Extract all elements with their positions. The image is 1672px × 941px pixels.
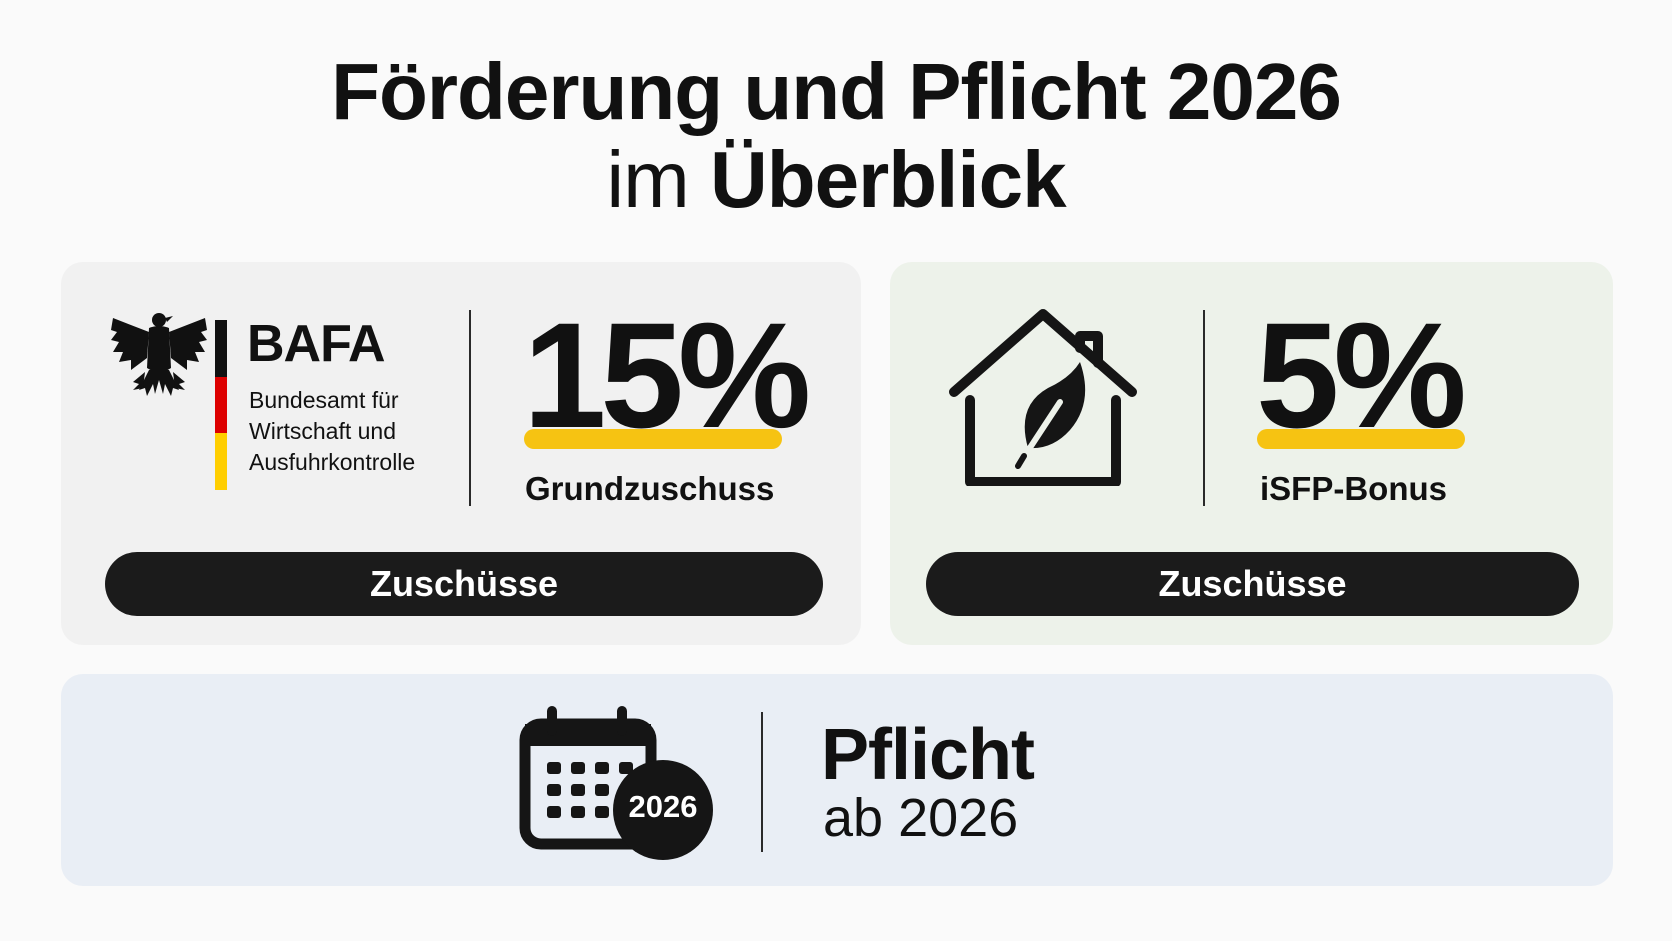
flag-gold-stripe: [215, 433, 227, 490]
bafa-subtitle-line: Ausfuhrkontrolle: [249, 449, 416, 475]
title-line-2-prefix: im: [606, 135, 689, 224]
pflicht-title: Pflicht: [821, 715, 1035, 795]
calendar-year-badge: 2026: [628, 789, 698, 824]
bafa-logo-name: BAFA: [247, 315, 386, 373]
title-line-2: im Überblick: [0, 140, 1672, 220]
isfp-zuschuesse-button[interactable]: Zuschüsse: [926, 552, 1579, 616]
bafa-value-label: Grundzuschuss: [525, 470, 775, 507]
pflicht-divider: [761, 712, 763, 852]
bafa-subtitle-line: Bundesamt für: [249, 387, 399, 413]
pflicht-subtitle: ab 2026: [823, 788, 1019, 848]
bafa-logo-subtitle: Bundesamt für Wirtschaft und Ausfuhrkont…: [249, 385, 489, 478]
flag-red-stripe: [215, 376, 227, 434]
page-title: Förderung und Pflicht 2026 im Überblick: [0, 52, 1672, 220]
bafa-card: BAFA Bundesamt für Wirtschaft und Ausfuh…: [61, 262, 861, 645]
german-flag-bar: [215, 320, 227, 490]
title-line-2-bold: Überblick: [710, 135, 1067, 224]
pflicht-card: 2026 Pflicht ab 2026: [61, 674, 1613, 886]
federal-eagle-icon: [111, 313, 207, 396]
flag-black-stripe: [215, 320, 227, 377]
title-line-1: Förderung und Pflicht 2026: [331, 47, 1342, 136]
house-leaf-icon: [949, 309, 1137, 486]
isfp-value-highlight: [1257, 429, 1465, 449]
bafa-value-highlight: [524, 429, 782, 449]
bafa-percentage: 15%: [523, 291, 811, 459]
bafa-subtitle-line: Wirtschaft und: [249, 418, 396, 444]
calendar-icon: [519, 706, 713, 860]
isfp-value-label: iSFP-Bonus: [1260, 470, 1447, 507]
bafa-divider: [469, 310, 471, 506]
isfp-divider: [1203, 310, 1205, 506]
isfp-card: 5% iSFP-Bonus Zuschüsse: [890, 262, 1613, 645]
isfp-percentage: 5%: [1256, 291, 1467, 459]
bafa-zuschuesse-button[interactable]: Zuschüsse: [105, 552, 823, 616]
